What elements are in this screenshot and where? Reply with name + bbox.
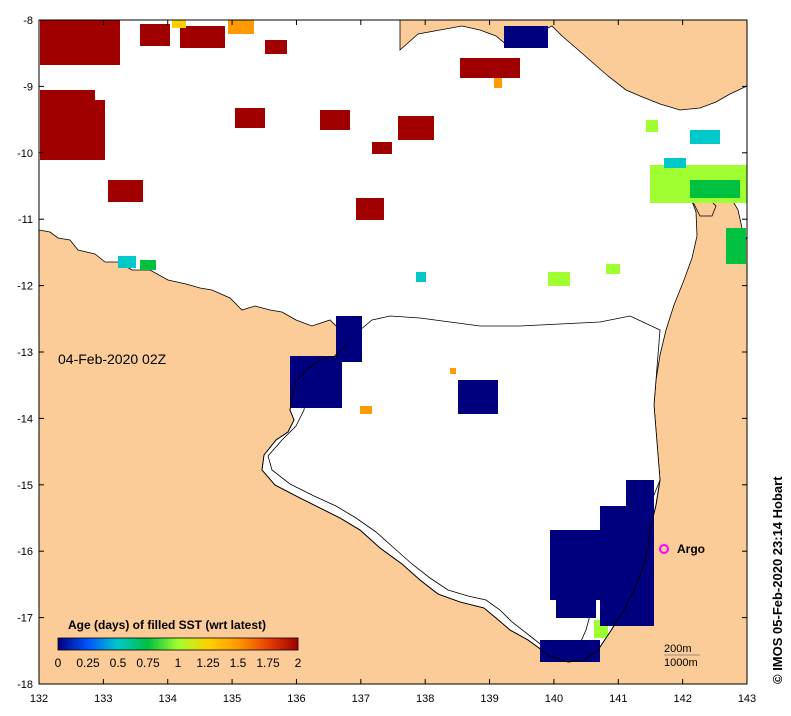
credit-text: © IMOS 05-Feb-2020 23:14 Hobart: [770, 476, 785, 684]
sst-patch: [336, 316, 362, 362]
sst-patch: [416, 272, 426, 282]
sst-patch: [398, 116, 434, 140]
sst-patch: [356, 198, 384, 220]
sst-age-1-5-patches: [172, 20, 502, 414]
sst-patch: [626, 480, 654, 510]
sst-patch: [360, 406, 372, 414]
x-tick-label: 140: [545, 693, 563, 705]
y-axis: -8 -9 -10 -11 -12 -13 -14 -15 -16 -17 -18: [17, 15, 747, 691]
sst-patch: [646, 120, 658, 132]
sst-patch: [372, 142, 392, 154]
legend-tick-label: 0.75: [136, 656, 160, 670]
contour-200m-label: 200m: [664, 643, 692, 655]
sst-patch: [40, 20, 120, 65]
y-tick-label: -18: [17, 679, 33, 691]
argo-label: Argo: [677, 542, 705, 556]
x-tick-label: 137: [352, 693, 370, 705]
x-tick-label: 136: [287, 693, 305, 705]
y-tick-label: -16: [17, 546, 33, 558]
x-tick-label: 139: [480, 693, 498, 705]
sst-patch: [726, 228, 746, 264]
x-tick-label: 133: [94, 693, 112, 705]
x-tick-label: 138: [416, 693, 434, 705]
sst-patch: [548, 272, 570, 286]
x-axis: 132 133 134 135 136 137 138 139 140 141 142 143: [30, 20, 756, 705]
y-tick-label: -15: [17, 480, 33, 492]
sst-patch: [118, 256, 136, 268]
contour-key: 200m 1000m: [664, 643, 700, 669]
coastline-layer: [261, 344, 661, 663]
contour-1000m-label: 1000m: [664, 657, 698, 669]
y-tick-label: -8: [23, 15, 33, 27]
legend-tick-label: 1.75: [256, 656, 280, 670]
argo-marker: Argo: [659, 542, 705, 556]
y-tick-label: -9: [23, 81, 33, 93]
x-tick-label: 143: [738, 693, 756, 705]
sst-age-1-patches: [140, 120, 747, 638]
sst-patch: [556, 590, 596, 618]
y-tick-label: -17: [17, 613, 33, 625]
legend-tick-label: 0.25: [76, 656, 100, 670]
sst-patch: [460, 58, 520, 78]
sst-patch: [320, 110, 350, 130]
legend-tick-label: 0: [55, 656, 62, 670]
sst-patch: [664, 158, 686, 168]
x-tick-label: 141: [609, 693, 627, 705]
legend-tick-label: 1: [175, 656, 182, 670]
sst-patch: [450, 368, 456, 374]
y-tick-label: -13: [17, 347, 33, 359]
x-tick-label: 142: [673, 693, 691, 705]
sst-age-0-patches: [290, 26, 654, 662]
sst-patch: [690, 130, 720, 144]
legend-tick-labels: 0 0.25 0.5 0.75 1 1.25 1.5 1.75 2: [55, 656, 302, 670]
map-date-label: 04-Feb-2020 02Z: [58, 351, 167, 367]
argo-float-icon: [659, 544, 669, 554]
sst-age-2-patches: [40, 20, 520, 220]
y-tick-label: -11: [18, 214, 33, 226]
sst-patch: [140, 260, 156, 270]
sst-patch: [540, 640, 600, 662]
y-tick-label: -14: [17, 413, 33, 425]
sst-patch: [600, 506, 654, 626]
sst-patch: [504, 26, 548, 48]
sst-patch: [606, 264, 620, 274]
sst-patch: [290, 356, 342, 408]
sst-patch: [458, 380, 498, 414]
y-tick-label: -10: [17, 148, 33, 160]
legend-tick-label: 1.25: [196, 656, 220, 670]
legend-tick-label: 1.5: [230, 656, 247, 670]
legend-colorbar: [57, 637, 299, 651]
sst-patch: [494, 78, 502, 88]
y-tick-label: -12: [17, 281, 33, 293]
x-tick-label: 134: [159, 693, 177, 705]
legend-tick-label: 2: [295, 656, 302, 670]
new-guinea-landmass: [399, 19, 748, 111]
sst-patch: [690, 180, 740, 198]
sst-patch: [228, 20, 254, 34]
sst-patch: [60, 100, 105, 160]
x-tick-label: 135: [223, 693, 241, 705]
x-tick-label: 132: [30, 693, 48, 705]
sst-patch: [265, 40, 287, 54]
sst-patch: [235, 108, 265, 128]
sst-patch: [180, 26, 225, 48]
legend-title: Age (days) of filled SST (wrt latest): [68, 618, 266, 632]
coastline: [261, 344, 661, 663]
sst-patch: [172, 20, 186, 28]
sst-patch: [108, 180, 143, 202]
legend-tick-label: 0.5: [110, 656, 127, 670]
sst-patch: [140, 24, 170, 46]
